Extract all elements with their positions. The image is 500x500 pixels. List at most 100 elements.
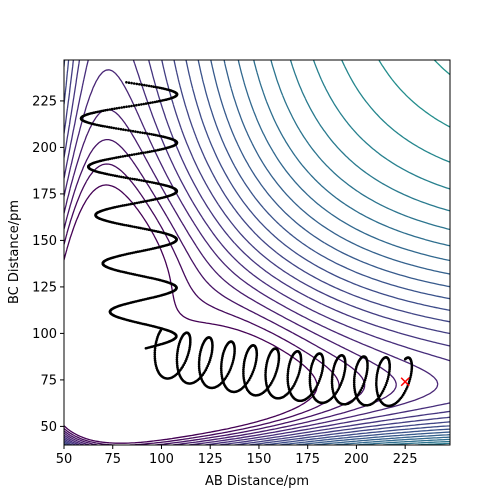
trajectory-point	[264, 371, 267, 375]
trajectory-point	[146, 199, 149, 203]
start-marker	[400, 377, 410, 387]
trajectory-point	[127, 105, 131, 108]
trajectory-point	[253, 367, 256, 370]
trajectory-point	[208, 358, 212, 362]
trajectory-point	[242, 366, 245, 369]
trajectory-point	[127, 203, 130, 206]
trajectory-point	[375, 381, 378, 385]
trajectory-point	[230, 363, 234, 366]
contour-level	[64, 69, 439, 445]
trajectory-point	[120, 106, 123, 109]
trajectory-point	[154, 361, 157, 364]
trajectory-point	[286, 370, 290, 373]
trajectory-point	[321, 369, 324, 373]
x-tick-label: 200	[344, 452, 369, 467]
trajectory-point	[124, 128, 127, 132]
trajectory-point	[142, 179, 145, 183]
trajectory-point	[331, 373, 334, 377]
trajectory-point	[308, 374, 312, 377]
trajectory-point	[139, 200, 143, 204]
trajectory-point	[129, 224, 132, 228]
contour-level	[237, 60, 450, 445]
trajectory-point	[242, 372, 245, 376]
plot-background	[64, 60, 450, 445]
trajectory-point	[242, 368, 245, 372]
trajectory-point	[275, 370, 278, 373]
trajectory-point	[126, 129, 130, 132]
trajectory-point	[375, 379, 378, 383]
trajectory-point	[150, 181, 154, 184]
trajectory-point	[146, 180, 150, 183]
trajectory-point	[133, 202, 137, 205]
trajectory-point	[156, 134, 159, 137]
trajectory-point	[139, 226, 142, 230]
trajectory-point	[176, 366, 179, 369]
trajectory-point	[264, 369, 268, 373]
trajectory-point	[295, 377, 299, 380]
trajectory-point	[375, 375, 379, 379]
trajectory-point	[242, 364, 246, 367]
trajectory-point	[106, 108, 109, 112]
trajectory-point	[318, 377, 322, 381]
trajectory-point	[140, 83, 144, 86]
trajectory-point	[409, 376, 412, 379]
contour-level	[433, 60, 450, 76]
trajectory-point	[286, 378, 290, 381]
trajectory-point	[113, 107, 116, 110]
x-tick-label: 150	[247, 452, 272, 467]
trajectory-point	[131, 129, 135, 133]
trajectory-point	[308, 382, 312, 385]
trajectory-point	[128, 177, 132, 180]
y-tick-label: 125	[32, 280, 57, 295]
trajectory-point	[148, 199, 151, 202]
trajectory-point	[108, 157, 112, 161]
trajectory-point	[176, 352, 179, 355]
trajectory-point	[117, 175, 121, 178]
trajectory-point	[264, 367, 268, 371]
trajectory-point	[308, 380, 312, 383]
trajectory-point	[125, 81, 128, 84]
trajectory-point	[142, 102, 145, 106]
trajectory-point	[274, 372, 278, 375]
trajectory-point	[387, 373, 391, 377]
trajectory-point	[133, 225, 136, 229]
trajectory-point	[141, 131, 144, 135]
trajectory-point	[121, 204, 124, 207]
trajectory-point	[386, 377, 390, 381]
y-axis-label: BC Distance/pm	[7, 200, 22, 304]
trajectory-point	[364, 374, 368, 378]
trajectory-point	[198, 370, 201, 374]
trajectory-point	[144, 102, 148, 105]
trajectory-point	[220, 360, 223, 364]
trajectory-point	[117, 106, 121, 110]
trajectory-point	[220, 364, 223, 368]
trajectory-point	[138, 131, 142, 134]
trajectory-point	[308, 384, 312, 387]
trajectory-point	[387, 375, 390, 379]
trajectory-point	[113, 174, 117, 177]
trajectory-point	[135, 178, 139, 181]
trajectory-point	[342, 373, 346, 377]
trajectory-point	[104, 109, 107, 112]
trajectory-point	[198, 352, 202, 356]
trajectory-point	[131, 225, 134, 228]
trajectory-point	[125, 224, 128, 227]
trajectory-point	[126, 176, 130, 180]
trajectory-point	[134, 130, 137, 133]
trajectory-point	[151, 101, 154, 104]
trajectory-point	[341, 377, 345, 381]
trajectory-point	[320, 371, 324, 375]
trajectory-point	[253, 365, 257, 368]
trajectory-point	[143, 83, 146, 87]
trajectory-point	[145, 84, 148, 87]
trajectory-point	[242, 362, 246, 365]
trajectory-point	[117, 155, 120, 159]
trajectory-point	[153, 353, 157, 356]
trajectory-point	[152, 133, 155, 136]
trajectory-point	[175, 362, 179, 365]
trajectory-point	[105, 125, 109, 129]
y-tick-label: 200	[32, 141, 57, 156]
trajectory-point	[330, 375, 334, 379]
trajectory-point	[198, 356, 201, 360]
y-tick-label: 175	[32, 187, 57, 202]
